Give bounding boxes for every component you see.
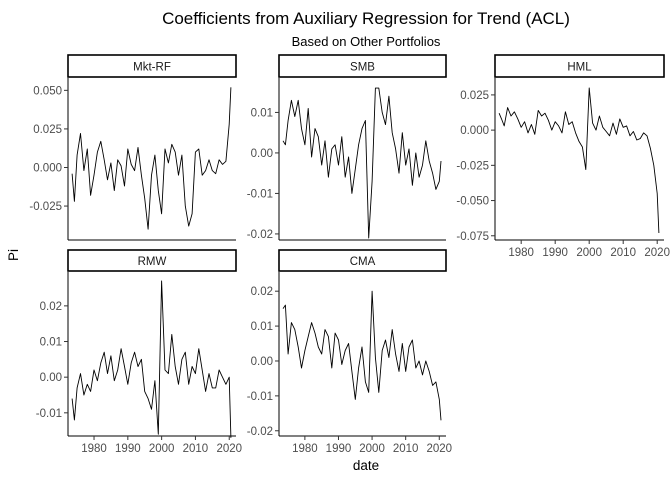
x-tick-label: 1980 <box>81 443 107 455</box>
facet-strip-label: CMA <box>350 256 376 268</box>
y-tick-label: -0.050 <box>456 196 489 208</box>
y-tick-label: 0.01 <box>40 337 62 349</box>
chart-title: Coefficients from Auxiliary Regression f… <box>162 9 570 28</box>
y-axis-label: Pi <box>6 249 21 261</box>
x-tick-label: 1990 <box>115 443 141 455</box>
chart-subtitle: Based on Other Portfolios <box>292 34 441 49</box>
y-tick-label: 0.000 <box>33 162 62 174</box>
x-tick-label: 1980 <box>508 247 534 259</box>
x-tick-label: 2020 <box>426 443 452 455</box>
x-tick-label: 2020 <box>644 247 670 259</box>
y-tick-label: -0.075 <box>456 231 489 243</box>
y-tick-label: 0.02 <box>251 286 273 298</box>
y-tick-label: 0.025 <box>33 124 62 136</box>
x-tick-label: 1980 <box>292 443 318 455</box>
y-tick-label: 0.00 <box>251 356 273 368</box>
x-axis-label: date <box>353 458 379 473</box>
x-tick-label: 2000 <box>359 443 385 455</box>
x-tick-label: 1990 <box>326 443 352 455</box>
y-tick-label: 0.01 <box>251 321 273 333</box>
series-line-hml <box>498 87 660 234</box>
y-tick-label: -0.02 <box>247 229 273 241</box>
x-tick-label: 1990 <box>542 247 568 259</box>
facet-strip-label: RMW <box>138 256 167 268</box>
facet-strip <box>278 249 447 272</box>
y-tick-label: -0.01 <box>247 391 273 403</box>
panel-rmw: RMW 0.02 0.01 0.00 -0.01 1980 1990 2000 2010 2020 <box>36 249 242 455</box>
y-tick-label: 0.050 <box>33 85 62 97</box>
panel-cma: CMA 0.02 0.01 0.00 -0.01 -0.02 1980 1990 2000 201… <box>247 249 452 455</box>
panel-grid: Mkt-RF 0.050 0.025 0.000 -0.025 SMB 0.01 0.00 -0… <box>29 54 670 455</box>
y-tick-label: 0.00 <box>251 148 273 160</box>
facet-strip <box>67 54 237 78</box>
x-tick-label: 2020 <box>216 443 242 455</box>
y-tick-label: 0.00 <box>40 372 62 384</box>
y-tick-label: 0.000 <box>460 125 489 137</box>
series-line-rmw <box>71 280 232 438</box>
facet-strip-label: HML <box>567 62 592 74</box>
y-tick-label: 0.02 <box>40 301 62 313</box>
series-line-cma <box>282 290 442 421</box>
panel-smb: SMB 0.01 0.00 -0.01 -0.02 <box>247 54 447 241</box>
panel-mkt-rf: Mkt-RF 0.050 0.025 0.000 -0.025 <box>29 54 237 241</box>
y-tick-label: -0.025 <box>456 160 489 172</box>
series-line-mkt-rf <box>71 87 232 230</box>
x-tick-label: 2010 <box>610 247 636 259</box>
y-tick-label: -0.01 <box>36 408 62 420</box>
y-tick-label: -0.01 <box>247 188 273 200</box>
facet-strip <box>67 249 237 272</box>
facet-strip <box>494 54 665 78</box>
facet-strip <box>278 54 447 78</box>
x-tick-label: 2010 <box>183 443 209 455</box>
x-tick-label: 2010 <box>393 443 419 455</box>
y-tick-label: -0.025 <box>29 201 62 213</box>
panel-hml: HML 0.025 0.000 -0.025 -0.050 -0.075 1980 1990 2… <box>456 54 670 259</box>
facet-strip-label: Mkt-RF <box>133 62 171 74</box>
y-tick-label: 0.025 <box>460 90 489 102</box>
x-tick-label: 2000 <box>576 247 602 259</box>
y-tick-label: 0.01 <box>251 107 273 119</box>
series-line-smb <box>282 87 442 239</box>
facet-strip-label: SMB <box>350 62 375 74</box>
x-tick-label: 2000 <box>149 443 175 455</box>
y-tick-label: -0.02 <box>247 426 273 438</box>
